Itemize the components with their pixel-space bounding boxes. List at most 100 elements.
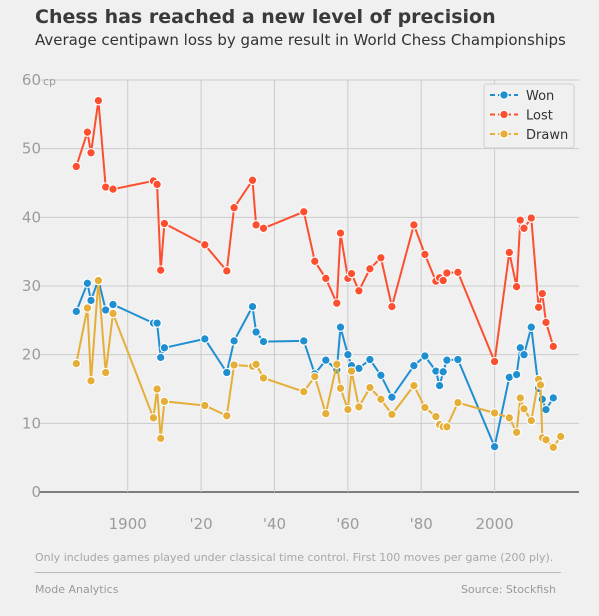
data-point-won (387, 392, 397, 402)
data-point-lost (321, 273, 331, 284)
series-line-lost (75, 100, 555, 366)
data-point-lost (332, 298, 342, 308)
x-tick-label: 2000 (476, 515, 514, 533)
y-tick-label: 60 (22, 71, 41, 89)
data-point-lost (354, 286, 364, 296)
legend-swatch-marker (499, 129, 509, 139)
data-point-drawn (258, 373, 269, 383)
y-tick-label: 20 (22, 346, 41, 364)
data-point-lost (258, 223, 269, 234)
x-tick-label: '60 (336, 515, 359, 533)
y-tick-label: 40 (22, 208, 41, 226)
data-point-lost (346, 268, 357, 279)
data-point-won (321, 355, 331, 365)
data-point-lost (511, 281, 522, 292)
data-point-drawn (431, 411, 441, 422)
footnote: Only includes games played under classic… (35, 551, 554, 564)
data-point-won (247, 301, 258, 312)
data-point-lost (489, 356, 500, 367)
data-point-won (159, 343, 170, 353)
data-point-won (434, 380, 445, 391)
data-point-won (409, 360, 419, 371)
y-axis-ticks: 0 10 20 30 40 50 60 cp (22, 71, 56, 501)
data-point-lost (200, 240, 210, 250)
data-point-won (489, 441, 500, 452)
data-point-drawn (310, 371, 320, 382)
data-point-drawn (159, 396, 170, 407)
data-point-lost (108, 184, 118, 194)
data-point-won (541, 404, 551, 415)
chart-subtitle: Average centipawn loss by game result in… (35, 31, 566, 49)
data-point-drawn (541, 435, 551, 445)
y-tick-label: 10 (22, 414, 41, 432)
data-point-lost (93, 95, 104, 106)
data-point-lost (82, 127, 93, 137)
data-point-lost (376, 253, 386, 263)
data-point-lost (222, 266, 232, 276)
data-point-won (453, 354, 463, 365)
footer-divider (35, 572, 561, 573)
y-tick-label: 50 (22, 140, 41, 158)
x-tick-label: '20 (189, 515, 212, 533)
data-point-drawn (299, 386, 309, 397)
footer-credit: Mode Analytics (35, 583, 119, 596)
legend-swatch-marker (499, 90, 509, 100)
data-point-drawn (526, 415, 537, 426)
data-point-won (548, 393, 559, 403)
data-point-lost (365, 264, 375, 274)
data-point-won (71, 306, 82, 317)
legend: Won Lost Drawn (483, 83, 575, 149)
series-lost (71, 95, 559, 367)
data-point-lost (409, 220, 419, 230)
data-point-drawn (489, 408, 500, 418)
data-point-drawn (354, 402, 364, 412)
data-point-drawn (93, 275, 104, 286)
series-drawn (71, 275, 566, 453)
data-point-lost (155, 265, 166, 275)
data-point-lost (159, 218, 170, 229)
series-won (71, 275, 559, 452)
data-point-lost (453, 267, 463, 278)
data-point-won (152, 318, 162, 328)
data-point-drawn (251, 359, 261, 370)
series-line-drawn (75, 280, 562, 449)
data-point-drawn (335, 383, 346, 394)
data-point-won (511, 369, 522, 380)
data-point-drawn (152, 384, 162, 394)
y-tick-label: 30 (22, 277, 41, 295)
data-point-lost (442, 268, 452, 278)
data-point-lost (537, 288, 548, 299)
x-tick-label: '40 (263, 515, 286, 533)
data-point-lost (86, 148, 96, 158)
data-point-drawn (555, 431, 566, 442)
data-point-drawn (420, 402, 430, 413)
data-point-drawn (155, 433, 166, 444)
y-tick-label: 0 (31, 483, 41, 501)
data-point-drawn (229, 360, 239, 370)
data-point-won (229, 336, 239, 346)
y-unit-label: cp (43, 75, 56, 88)
data-point-won (82, 278, 93, 289)
legend-label: Won (526, 89, 554, 104)
data-point-drawn (511, 427, 522, 438)
data-point-won (519, 349, 529, 360)
data-point-drawn (387, 409, 397, 420)
data-point-lost (519, 223, 529, 234)
data-point-drawn (346, 366, 357, 376)
data-point-won (258, 336, 269, 347)
data-point-won (365, 354, 375, 365)
data-point-drawn (442, 422, 452, 432)
data-point-drawn (71, 358, 82, 369)
data-point-lost (526, 213, 537, 223)
data-point-lost (71, 161, 82, 172)
data-point-lost (387, 301, 397, 312)
data-point-lost (504, 247, 515, 258)
data-point-lost (548, 341, 559, 352)
data-point-won (222, 367, 232, 378)
data-point-won (537, 394, 548, 405)
x-tick-label: '80 (410, 515, 433, 533)
data-point-drawn (148, 413, 159, 423)
data-point-lost (515, 215, 526, 225)
data-point-won (420, 351, 430, 361)
series-layer (71, 95, 566, 453)
